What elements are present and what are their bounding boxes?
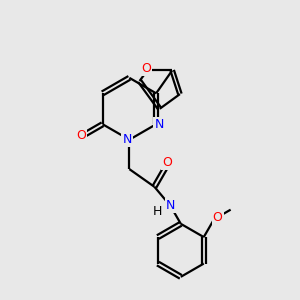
Text: O: O — [76, 129, 86, 142]
Text: N: N — [154, 118, 164, 131]
Text: N: N — [166, 199, 175, 212]
Text: O: O — [141, 61, 151, 75]
Text: O: O — [213, 211, 223, 224]
Text: N: N — [122, 133, 132, 146]
Text: O: O — [162, 156, 172, 169]
Text: H: H — [153, 206, 162, 218]
